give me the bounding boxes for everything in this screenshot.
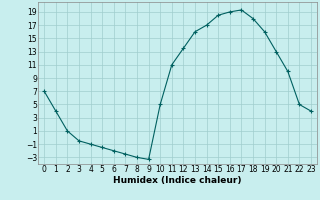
X-axis label: Humidex (Indice chaleur): Humidex (Indice chaleur) <box>113 176 242 185</box>
